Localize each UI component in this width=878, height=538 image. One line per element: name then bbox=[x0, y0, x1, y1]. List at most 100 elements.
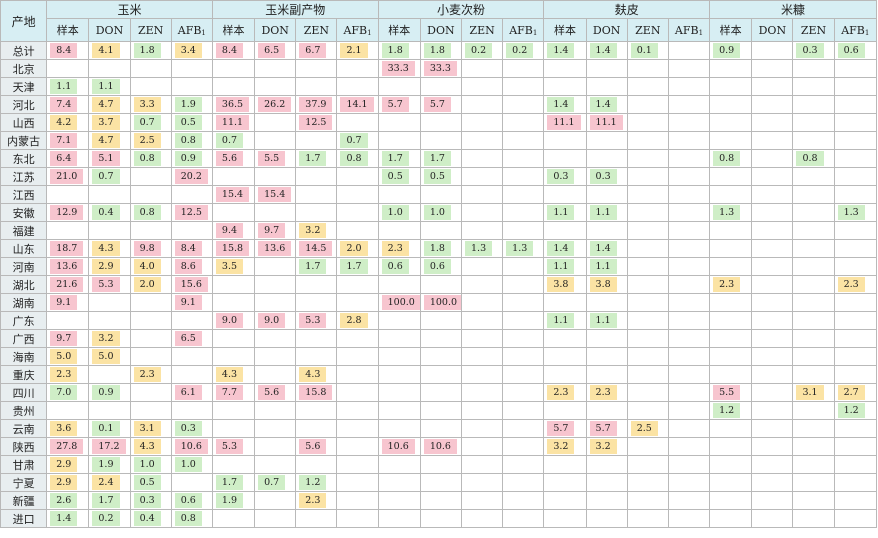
value-cell bbox=[792, 131, 835, 150]
table-row: 福建 9.4 9.7 3.2 bbox=[0, 221, 878, 240]
value-cell bbox=[792, 59, 835, 78]
value-cell bbox=[667, 419, 711, 438]
value-cell bbox=[377, 455, 421, 474]
group-header: 玉米副产物 bbox=[211, 0, 379, 19]
region-cell: 安徽 bbox=[0, 203, 48, 222]
value-badge: 1.0 bbox=[423, 205, 451, 220]
value-cell: 12.5 bbox=[295, 113, 338, 132]
value-cell bbox=[419, 329, 463, 348]
value-cell bbox=[502, 383, 545, 402]
value-cell: 0.7 bbox=[129, 113, 172, 132]
value-cell bbox=[254, 113, 297, 132]
value-cell: 0.5 bbox=[419, 167, 463, 186]
value-cell bbox=[88, 185, 131, 204]
value-badge: 5.7 bbox=[423, 97, 451, 112]
value-badge: 20.2 bbox=[174, 169, 208, 184]
region-cell: 陕西 bbox=[0, 437, 48, 456]
value-cell: 0.4 bbox=[88, 203, 131, 222]
subcolumn-header: AFB1 bbox=[502, 18, 545, 42]
value-badge: 3.1 bbox=[133, 421, 161, 436]
value-cell: 8.4 bbox=[170, 239, 213, 258]
value-cell bbox=[502, 149, 545, 168]
value-cell bbox=[295, 347, 338, 366]
value-badge: 2.6 bbox=[50, 493, 78, 508]
value-cell bbox=[336, 437, 379, 456]
value-cell: 1.9 bbox=[170, 95, 213, 114]
value-cell: 3.2 bbox=[88, 329, 131, 348]
value-cell: 33.3 bbox=[419, 59, 463, 78]
value-cell: 3.7 bbox=[88, 113, 131, 132]
value-badge: 9.7 bbox=[50, 331, 78, 346]
value-cell bbox=[667, 311, 711, 330]
value-cell bbox=[667, 95, 711, 114]
value-cell bbox=[833, 365, 878, 384]
value-cell bbox=[667, 293, 711, 312]
value-cell: 9.1 bbox=[46, 293, 90, 312]
value-cell bbox=[295, 419, 338, 438]
value-cell: 20.2 bbox=[170, 167, 213, 186]
value-cell bbox=[419, 311, 463, 330]
value-cell bbox=[295, 59, 338, 78]
value-cell: 2.3 bbox=[543, 383, 587, 402]
value-cell bbox=[502, 311, 545, 330]
value-badge: 5.5 bbox=[258, 151, 286, 166]
value-cell: 1.7 bbox=[88, 491, 131, 510]
value-cell bbox=[543, 329, 587, 348]
value-cell bbox=[543, 221, 587, 240]
subcolumn-header: ZEN bbox=[792, 18, 835, 42]
value-cell bbox=[336, 347, 379, 366]
subcolumn-header: AFB1 bbox=[170, 18, 213, 42]
region-cell: 江西 bbox=[0, 185, 48, 204]
value-cell bbox=[751, 149, 794, 168]
value-cell: 3.2 bbox=[585, 437, 628, 456]
value-badge: 1.9 bbox=[92, 457, 120, 472]
value-cell bbox=[667, 347, 711, 366]
table-row: 宁夏 2.9 2.4 0.5 1.7 0.7 1.2 bbox=[0, 473, 878, 492]
value-cell: 1.0 bbox=[419, 203, 463, 222]
table-row: 云南 3.6 0.1 3.1 0.3 5.7 5.7 2.5 bbox=[0, 419, 878, 438]
value-cell bbox=[170, 401, 213, 420]
value-cell bbox=[626, 59, 669, 78]
value-cell: 1.0 bbox=[129, 455, 172, 474]
value-cell bbox=[460, 473, 504, 492]
value-cell: 3.4 bbox=[170, 41, 213, 60]
value-cell: 1.8 bbox=[419, 41, 463, 60]
value-cell bbox=[792, 329, 835, 348]
value-cell bbox=[709, 77, 753, 96]
subcolumn-subscript: 1 bbox=[698, 28, 704, 37]
value-cell bbox=[211, 77, 256, 96]
value-cell bbox=[254, 509, 297, 528]
value-cell bbox=[543, 59, 587, 78]
value-cell bbox=[792, 455, 835, 474]
value-cell bbox=[709, 455, 753, 474]
value-cell bbox=[336, 365, 379, 384]
value-cell: 1.7 bbox=[419, 149, 463, 168]
value-cell: 3.3 bbox=[129, 95, 172, 114]
value-cell bbox=[792, 95, 835, 114]
value-badge: 2.7 bbox=[837, 385, 865, 400]
region-cell: 河南 bbox=[0, 257, 48, 276]
value-badge: 1.1 bbox=[547, 205, 575, 220]
value-cell bbox=[751, 95, 794, 114]
value-cell bbox=[336, 59, 379, 78]
value-cell bbox=[295, 275, 338, 294]
region-cell: 广东 bbox=[0, 311, 48, 330]
value-badge: 1.0 bbox=[174, 457, 202, 472]
value-cell: 2.3 bbox=[295, 491, 338, 510]
value-cell: 10.6 bbox=[419, 437, 463, 456]
value-cell bbox=[460, 203, 504, 222]
value-cell bbox=[460, 293, 504, 312]
subcolumn-label: 样本 bbox=[388, 24, 411, 37]
value-cell: 4.0 bbox=[129, 257, 172, 276]
value-badge: 3.5 bbox=[215, 259, 244, 274]
value-badge: 2.3 bbox=[299, 493, 327, 508]
value-badge: 3.6 bbox=[50, 421, 78, 436]
value-badge: 1.7 bbox=[215, 475, 244, 490]
value-cell bbox=[254, 59, 297, 78]
value-cell bbox=[833, 77, 878, 96]
value-cell: 1.0 bbox=[377, 203, 421, 222]
value-cell bbox=[502, 473, 545, 492]
value-cell bbox=[667, 203, 711, 222]
value-cell: 3.2 bbox=[543, 437, 587, 456]
value-cell bbox=[336, 185, 379, 204]
